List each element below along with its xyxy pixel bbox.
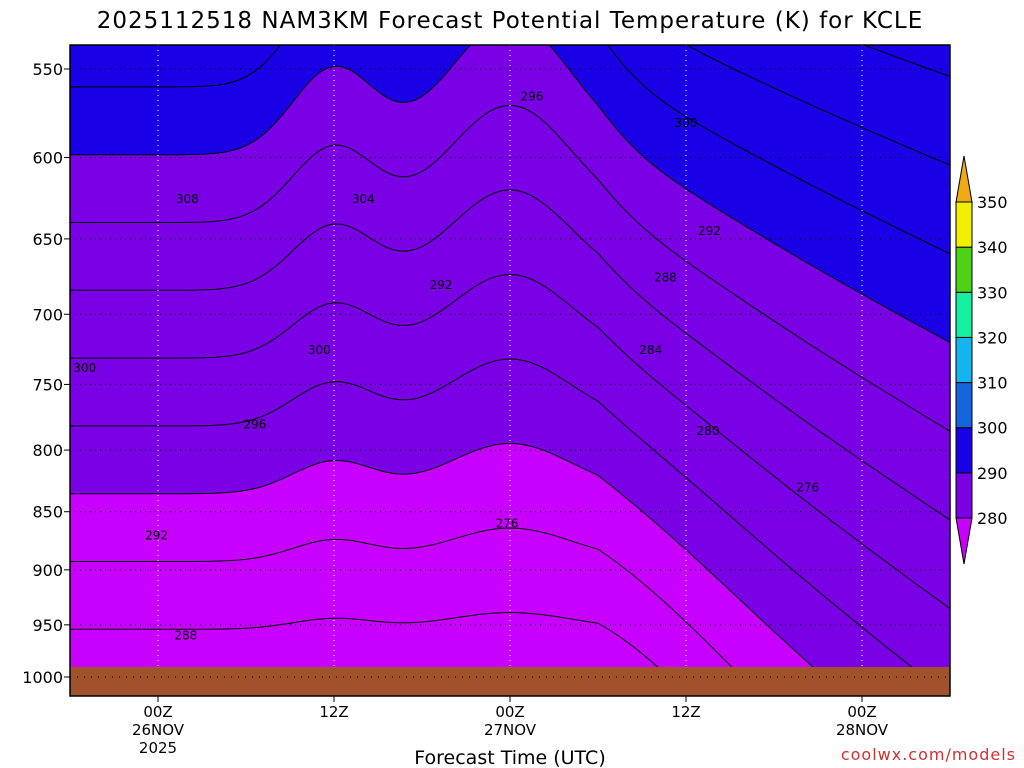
x-tick-label-0: 00Z xyxy=(143,703,172,721)
y-tick-label-950: 950 xyxy=(32,616,63,635)
isentrope-286 xyxy=(70,189,950,521)
fill-band-290 xyxy=(70,45,950,343)
colorbar-label-350: 350 xyxy=(977,193,1008,212)
isentrope-282 xyxy=(70,358,950,696)
y-tick-label-800: 800 xyxy=(32,441,63,460)
contour-label-276: 276 xyxy=(496,517,519,531)
x-tick-date-4: 28NOV xyxy=(836,721,889,739)
contour-label-292: 292 xyxy=(430,278,453,292)
isentrope-280 xyxy=(70,442,847,696)
colorbar-box-330 xyxy=(955,246,973,293)
y-tick-label-700: 700 xyxy=(32,305,63,324)
contour-label-300: 300 xyxy=(308,343,331,357)
contour-label-300: 300 xyxy=(675,116,698,130)
colorbar-box-340 xyxy=(955,201,973,248)
isentrope-278 xyxy=(70,527,762,696)
y-tick-label-650: 650 xyxy=(32,230,63,249)
contour-label-276: 276 xyxy=(796,481,819,495)
isentrope-290 xyxy=(70,45,950,344)
contour-label-288: 288 xyxy=(174,628,197,642)
credit-text: coolwx.com/models xyxy=(841,745,1016,764)
isentrope-294 xyxy=(685,45,950,166)
colorbar-label-320: 320 xyxy=(977,328,1008,347)
contour-label-296: 296 xyxy=(243,417,266,431)
y-tick-label-750: 750 xyxy=(32,375,63,394)
colorbar-box-300 xyxy=(955,382,973,429)
y-tick-label-600: 600 xyxy=(32,148,63,167)
contour-label-300: 300 xyxy=(73,361,96,375)
contour-label-280: 280 xyxy=(697,424,720,438)
contour-label-292: 292 xyxy=(698,224,721,238)
contour-label-288: 288 xyxy=(654,270,677,284)
y-tick-label-900: 900 xyxy=(32,561,63,580)
colorbar-box-290 xyxy=(955,427,973,474)
grid-lines xyxy=(70,45,950,696)
colorbar: 280 290 300 310 320 330 340 350 xyxy=(955,155,1008,565)
x-tick-date-0: 26NOV xyxy=(132,721,185,739)
colorbar-label-280: 280 xyxy=(977,509,1008,528)
y-tick-label-850: 850 xyxy=(32,503,63,522)
contour-label-284: 284 xyxy=(639,343,662,357)
plot-area: 3403443483323283403363323283243203203243… xyxy=(70,45,950,696)
y-axis: 2503003504004505005506006507007508008509… xyxy=(22,60,70,687)
x-tick-label-1: 12Z xyxy=(319,703,348,721)
y-tick-label-1000: 1000 xyxy=(22,668,63,687)
x-tick-date-2: 27NOV xyxy=(484,721,537,739)
colorbar-high-arrow xyxy=(955,155,973,203)
x-tick-label-4: 00Z xyxy=(847,703,876,721)
colorbar-box-280 xyxy=(955,472,973,519)
contour-label-292: 292 xyxy=(145,528,168,542)
colorbar-label-340: 340 xyxy=(977,238,1008,257)
colorbar-label-330: 330 xyxy=(977,283,1008,302)
contour-label-304: 304 xyxy=(352,192,375,206)
isentrope-contours xyxy=(70,45,950,696)
colorbar-low-arrow xyxy=(955,517,973,565)
isentrope-292 xyxy=(70,45,950,255)
x-tick-year-0: 2025 xyxy=(139,739,177,757)
colorbar-box-310 xyxy=(955,336,973,384)
x-tick-label-3: 12Z xyxy=(671,703,700,721)
contour-label-308: 308 xyxy=(176,192,199,206)
contour-labels: 3403443483323283403363323283243203203243… xyxy=(73,89,819,642)
isentrope-276 xyxy=(70,612,689,696)
chart-title: 2025112518 NAM3KM Forecast Potential Tem… xyxy=(97,8,924,34)
x-tick-label-2: 00Z xyxy=(495,703,524,721)
y-tick-label-550: 550 xyxy=(32,60,63,79)
colorbar-label-310: 310 xyxy=(977,374,1008,393)
isentrope-284 xyxy=(70,273,950,610)
colorbar-box-320 xyxy=(955,291,973,338)
contour-label-296: 296 xyxy=(521,89,544,103)
x-axis-label: Forecast Time (UTC) xyxy=(414,747,605,768)
colorbar-label-290: 290 xyxy=(977,464,1008,483)
colorbar-label-300: 300 xyxy=(977,419,1008,438)
ground-surface xyxy=(70,667,950,696)
